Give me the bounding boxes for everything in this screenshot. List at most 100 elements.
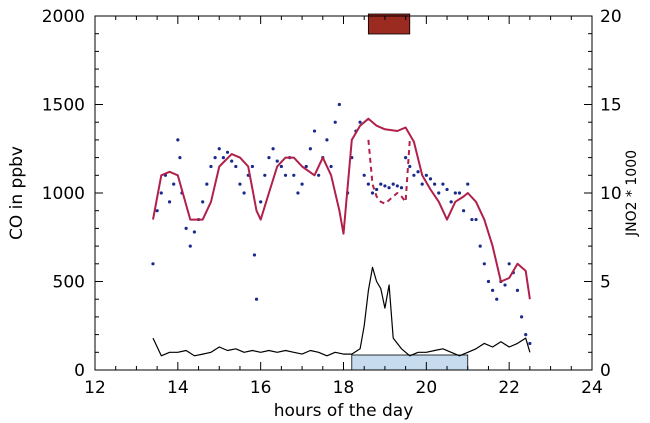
- co-measured-point: [528, 341, 532, 346]
- co-measured-point: [441, 182, 445, 186]
- co-measured-point: [292, 173, 296, 177]
- x-tick-label-5: 22: [498, 378, 520, 398]
- top-bar: [367, 13, 411, 35]
- co-measured-point: [252, 253, 257, 257]
- co-measured-point: [333, 120, 337, 124]
- co-measured-point: [188, 244, 192, 248]
- x-tick-label-4: 20: [416, 378, 438, 398]
- co-measured-point: [242, 191, 246, 195]
- co-measured-point: [478, 244, 482, 248]
- co-measured-point: [275, 159, 279, 163]
- co-measured-point: [201, 200, 205, 204]
- co-measured-point: [184, 226, 188, 230]
- co-measured-point: [225, 150, 230, 154]
- co-measured-point: [159, 191, 163, 195]
- y-tick-label-2: 1000: [42, 184, 85, 204]
- co-measured-point: [404, 156, 408, 160]
- co-measured-point: [524, 333, 528, 337]
- co-measured-point: [176, 138, 180, 142]
- co-measured-point: [209, 164, 213, 169]
- co-measured-point: [399, 186, 404, 190]
- co-measured-point: [151, 262, 155, 266]
- co-measured-point: [230, 159, 234, 163]
- co-measured-point: [379, 182, 383, 186]
- series-line-co_model-1: [152, 117, 531, 300]
- co-measured-point: [308, 147, 312, 151]
- co-measured-point: [234, 164, 238, 169]
- series-line-jno2-3: [152, 266, 531, 357]
- co-measured-point: [300, 182, 304, 186]
- plot-frame: [94, 15, 593, 371]
- co-measured-point: [486, 279, 491, 284]
- co-measured-point: [433, 182, 437, 186]
- x-tick-label-0: 12: [84, 378, 106, 398]
- y2-axis-title: JNO2 * 1000: [624, 150, 640, 237]
- y2-tick-label-2: 10: [600, 184, 622, 204]
- co-measured-point: [167, 200, 172, 204]
- co-measured-point: [250, 164, 254, 169]
- y2-tick-label-1: 5: [600, 273, 611, 293]
- co-measured-point: [217, 147, 221, 151]
- co-measured-point: [254, 297, 259, 301]
- co-measured-point: [370, 191, 375, 195]
- co-measured-point: [462, 209, 466, 213]
- y-tick-label-4: 2000: [42, 7, 85, 27]
- bottom-bar: [351, 354, 469, 371]
- co-measured-point: [416, 170, 420, 174]
- co-measured-point: [238, 182, 242, 186]
- co-measured-point: [420, 182, 424, 186]
- co-measured-point: [366, 182, 370, 186]
- co-measured-point: [271, 147, 275, 151]
- x-tick-label-6: 24: [581, 378, 603, 398]
- co-measured-point: [515, 288, 520, 292]
- co-measured-point: [329, 164, 333, 169]
- y2-tick-label-0: 0: [600, 361, 611, 381]
- co-measured-point: [213, 156, 217, 160]
- co-measured-point: [312, 129, 317, 133]
- co-measured-point: [155, 209, 159, 213]
- x-tick-label-1: 14: [167, 378, 189, 398]
- co-measured-point: [362, 173, 366, 177]
- co-measured-point: [495, 297, 499, 301]
- co-measured-point: [391, 182, 395, 186]
- series-line-co_model-2: [367, 139, 411, 205]
- co-measured-point: [296, 191, 300, 195]
- co-measured-point: [395, 184, 399, 188]
- co-measured-point: [172, 182, 176, 186]
- series-layer: [151, 102, 532, 357]
- y2-tick-label-3: 15: [600, 96, 622, 116]
- co-measured-point: [205, 182, 209, 186]
- co-measured-point: [449, 200, 453, 204]
- co-measured-point: [491, 288, 495, 292]
- co-measured-point: [408, 164, 412, 169]
- co-measured-point: [482, 262, 486, 266]
- x-tick-label-2: 16: [250, 378, 272, 398]
- co-measured-point: [317, 173, 321, 177]
- co-measured-point: [375, 187, 379, 192]
- co-measured-point: [453, 191, 457, 195]
- co-measured-point: [267, 156, 271, 160]
- y-tick-label-3: 1500: [42, 96, 85, 116]
- co-measured-point: [283, 173, 288, 177]
- bars-layer: [351, 13, 469, 371]
- co-measured-point: [358, 120, 362, 124]
- co-measured-point: [325, 138, 329, 142]
- co-measured-point: [279, 164, 283, 169]
- co-measured-point: [259, 200, 263, 204]
- y-tick-label-1: 500: [53, 273, 85, 293]
- tick-marks: [94, 15, 593, 371]
- co-measured-point: [221, 156, 225, 160]
- co-measured-point: [437, 191, 441, 195]
- y-axis-title: CO in ppbv: [7, 146, 27, 240]
- x-tick-label-3: 18: [333, 378, 355, 398]
- co-measured-point: [383, 184, 387, 188]
- co-measured-point: [457, 191, 462, 195]
- co-measured-point: [445, 187, 449, 192]
- x-axis-title: hours of the day: [274, 401, 414, 421]
- co-measured-point: [178, 156, 182, 160]
- co-measured-point: [263, 173, 267, 177]
- co-measured-point: [503, 283, 507, 287]
- y2-tick-label-4: 20: [600, 7, 622, 27]
- co-measured-point: [428, 177, 433, 181]
